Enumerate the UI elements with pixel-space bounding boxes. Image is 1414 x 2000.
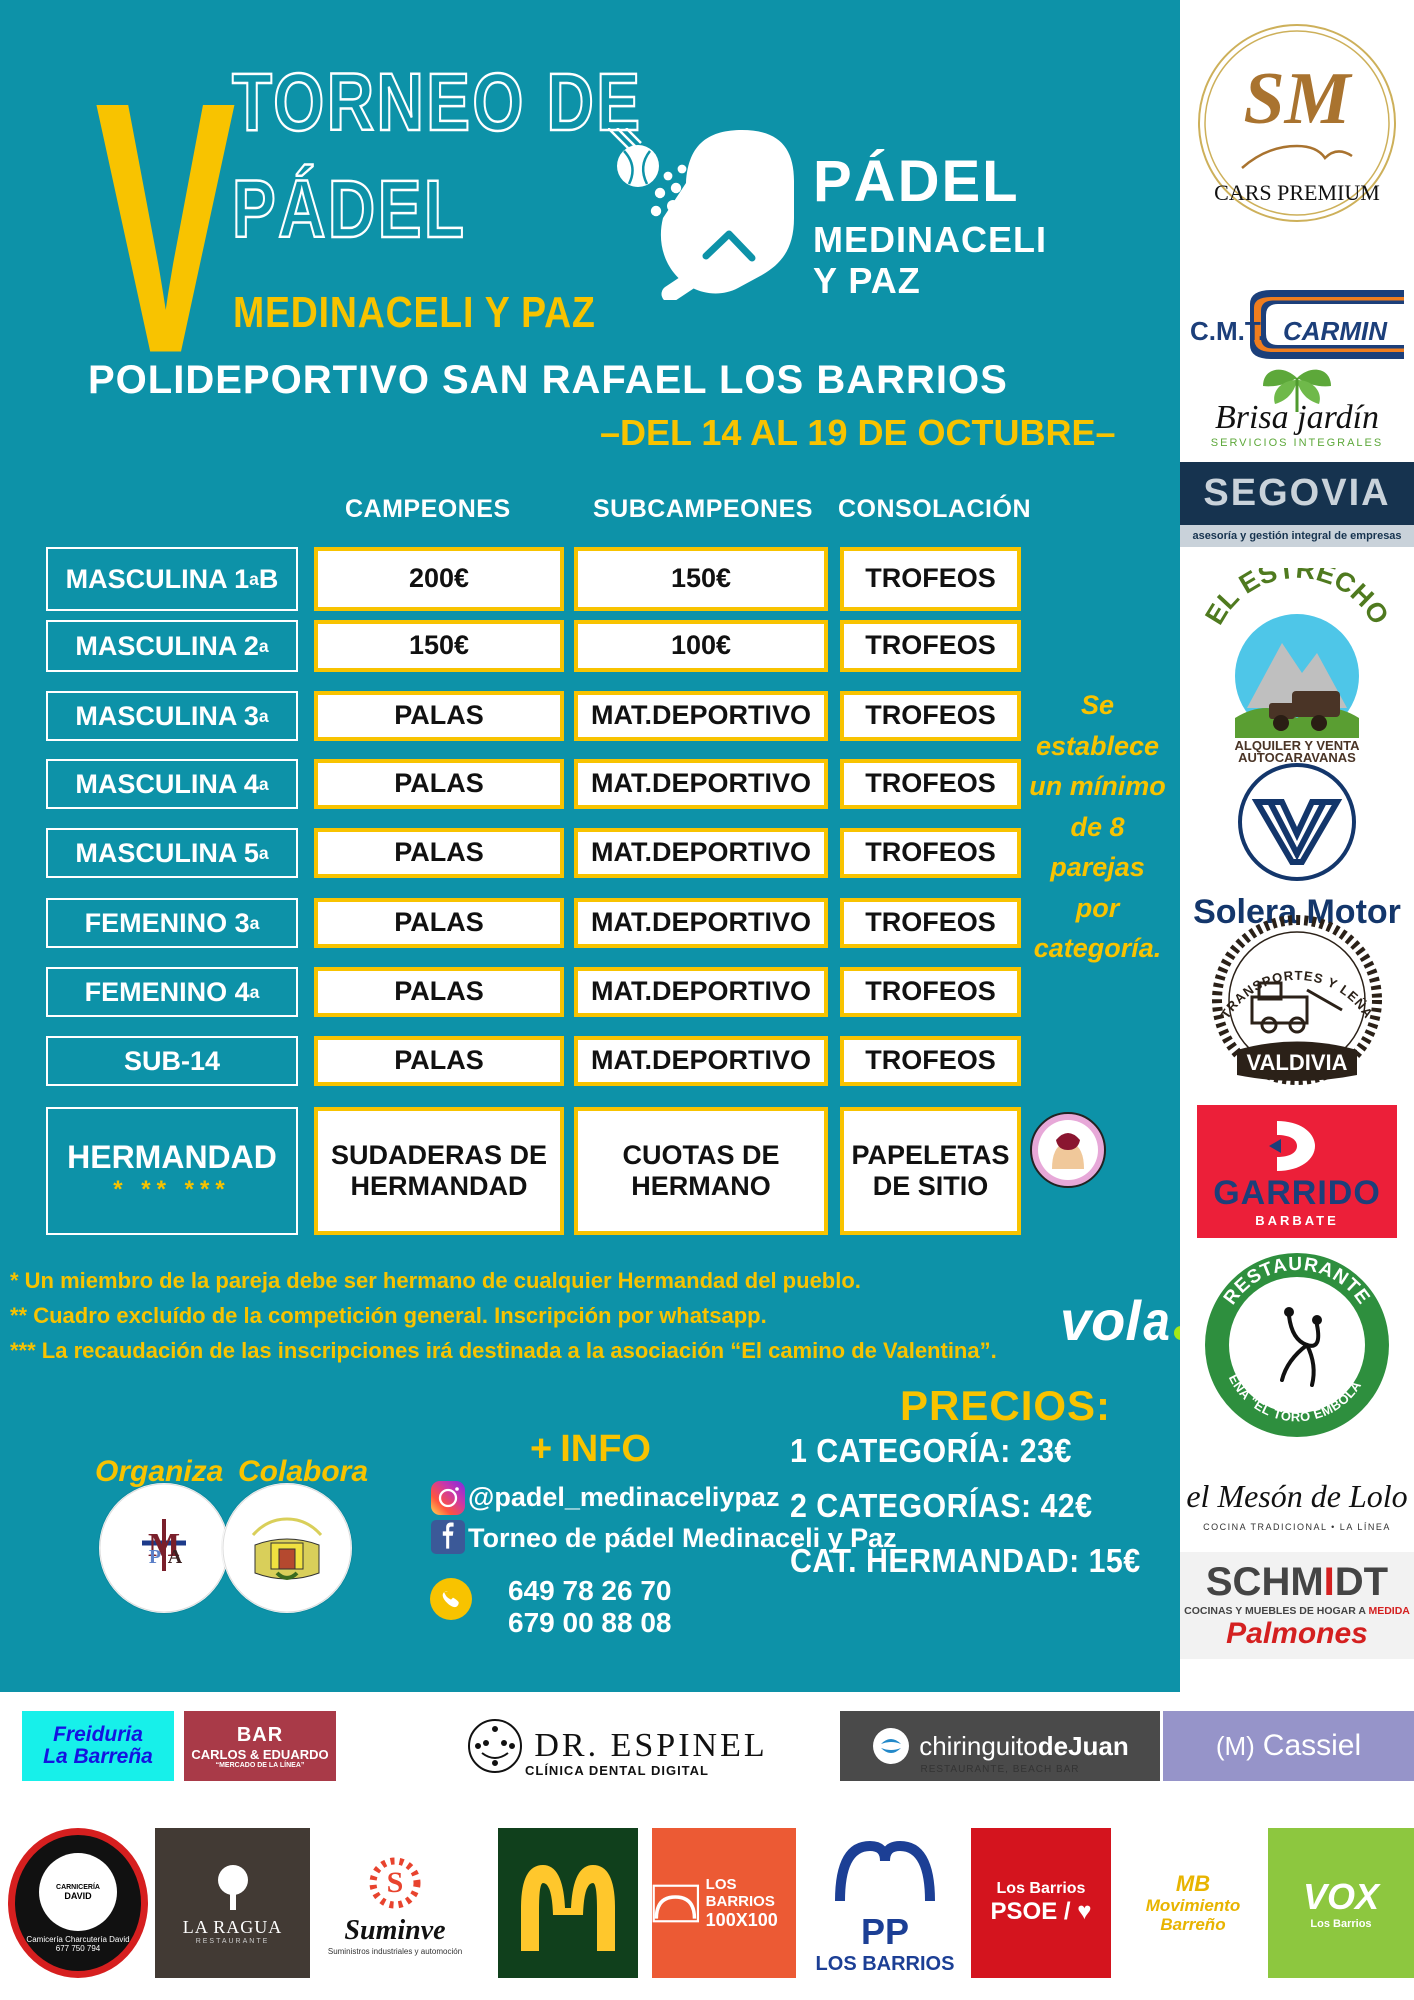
svg-text:C.M.T.: C.M.T. — [1190, 316, 1265, 346]
svg-text:COCINA TRADICIONAL • LA LÍNEA: COCINA TRADICIONAL • LA LÍNEA — [1203, 1522, 1391, 1532]
svg-text:el Mesón de Lolo: el Mesón de Lolo — [1186, 1478, 1407, 1514]
svg-text:CARS PREMIUM: CARS PREMIUM — [1214, 180, 1380, 205]
svg-text:TRANSPORTES Y LEÑA: TRANSPORTES Y LEÑA — [1218, 968, 1377, 1022]
svg-text:VALDIVIA: VALDIVIA — [1246, 1050, 1347, 1075]
svg-text:CARMIN: CARMIN — [1283, 316, 1388, 346]
svg-text:SM: SM — [1244, 58, 1353, 140]
svg-text:Brisa jardín: Brisa jardín — [1215, 399, 1379, 436]
svg-text:P: P — [149, 1546, 161, 1568]
svg-text:S: S — [387, 1866, 404, 1899]
svg-text:SERVICIOS INTEGRALES: SERVICIOS INTEGRALES — [1211, 437, 1383, 449]
svg-text:A: A — [168, 1546, 183, 1568]
